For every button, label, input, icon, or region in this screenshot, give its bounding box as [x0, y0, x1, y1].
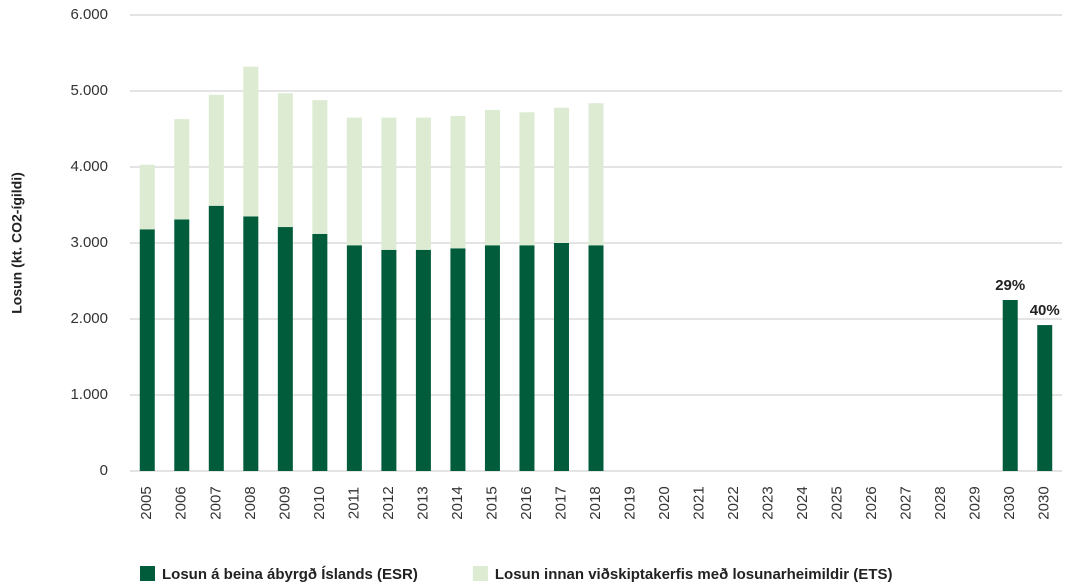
- x-tick-label: 2025: [829, 486, 846, 519]
- x-tick-label: 2008: [242, 486, 259, 519]
- y-axis-label: Losun (kt. CO2-ígildi): [9, 172, 25, 314]
- x-tick-label: 2011: [345, 487, 362, 519]
- y-tick-label: 4.000: [70, 158, 108, 175]
- x-tick-label: 2029: [967, 486, 984, 519]
- y-tick-label: 1.000: [70, 386, 108, 403]
- x-tick-label: 2018: [587, 486, 604, 519]
- x-tick-label: 2014: [449, 486, 466, 519]
- x-tick-label: 2016: [518, 486, 535, 519]
- y-tick-label: 0: [100, 462, 108, 479]
- bar-segment: [243, 216, 259, 471]
- x-tick-label: 2006: [173, 486, 190, 519]
- x-tick-label: 2010: [311, 486, 328, 519]
- bar-segment: [484, 110, 500, 246]
- bar-segment: [277, 93, 293, 228]
- x-tick-label: 2024: [794, 486, 811, 519]
- x-tick-label: 2005: [138, 486, 155, 519]
- x-tick-label: 2020: [656, 486, 673, 519]
- x-tick-label: 2017: [552, 486, 569, 519]
- x-tick-label: 2015: [483, 486, 500, 519]
- x-tick-label: 2022: [725, 486, 742, 519]
- x-tick-label: 2026: [863, 486, 880, 519]
- bar-segment: [1002, 300, 1018, 471]
- y-tick-label: 2.000: [70, 310, 108, 327]
- x-tick-label: 2012: [380, 486, 397, 519]
- bar-segment: [312, 233, 328, 471]
- legend-swatch: [140, 566, 155, 581]
- bar-segment: [450, 248, 466, 471]
- bar-segment: [519, 245, 535, 471]
- bar-segment: [588, 103, 604, 246]
- bar-segment: [243, 66, 259, 217]
- x-tick-label: 2019: [621, 486, 638, 519]
- bar-segment: [277, 227, 293, 471]
- bar-segment: [553, 243, 569, 471]
- legend-label: Losun innan viðskiptakerfis með losunarh…: [495, 566, 893, 583]
- y-tick-label: 6.000: [70, 6, 108, 23]
- y-tick-label: 5.000: [70, 82, 108, 99]
- bar-segment: [346, 117, 362, 246]
- bar-segment: [484, 245, 500, 471]
- bar-segment: [312, 100, 328, 234]
- x-tick-label: 2009: [276, 486, 293, 519]
- x-tick-label: 2013: [414, 486, 431, 519]
- x-tick-label: 2021: [691, 486, 708, 519]
- annotation: 40%: [1030, 302, 1060, 319]
- bar-segment: [174, 119, 190, 220]
- bar-segment: [381, 117, 397, 250]
- bar-segment: [139, 164, 155, 230]
- bar-segment: [208, 205, 224, 471]
- bar-segment: [139, 229, 155, 471]
- y-tick-label: 3.000: [70, 234, 108, 251]
- bar-segment: [553, 107, 569, 243]
- x-tick-label: 2030: [1001, 486, 1018, 519]
- bar-segment: [450, 116, 466, 249]
- legend-swatch: [472, 566, 488, 581]
- x-tick-label: 2007: [207, 486, 224, 519]
- x-tick-label: 2027: [898, 486, 915, 519]
- bar-segment: [1037, 325, 1053, 471]
- bar-segment: [588, 245, 604, 471]
- bar-segment: [519, 112, 535, 246]
- bar-segment: [415, 117, 431, 250]
- bar-segment: [208, 94, 224, 206]
- annotation: 29%: [995, 277, 1025, 294]
- bar-segment: [381, 249, 397, 471]
- x-tick-label: 2023: [760, 486, 777, 519]
- x-tick-label: 2028: [932, 486, 949, 519]
- legend-label: Losun á beina ábyrgð Íslands (ESR): [162, 566, 418, 583]
- x-tick-label: 2030: [1036, 486, 1053, 519]
- bar-segment: [346, 245, 362, 471]
- bar-segment: [174, 219, 190, 471]
- bar-segment: [415, 249, 431, 471]
